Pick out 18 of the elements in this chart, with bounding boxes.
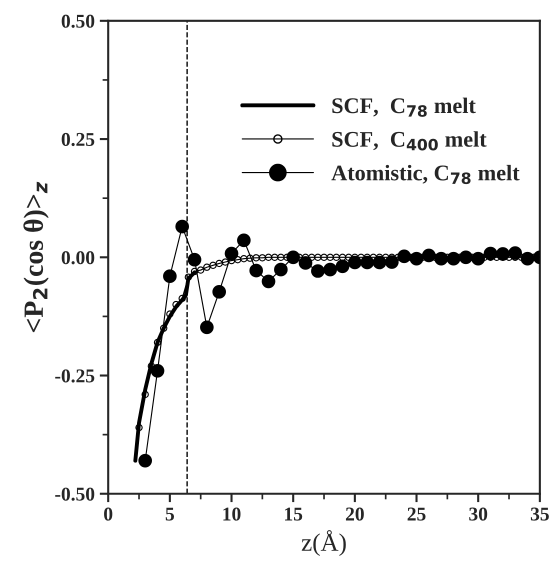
legend-label: SCF, C$_{78}$ melt [332, 98, 476, 117]
x-axis-title: z(Å) [302, 530, 346, 556]
legend-label: Atomistic, C$_{78}$ melt [331, 164, 520, 184]
x-tick-label: 5 [166, 508, 174, 521]
y-tick-label: 0.25 [62, 132, 94, 146]
y-tick-label: 0.50 [62, 14, 94, 28]
y-tick-label: -0.50 [55, 488, 94, 501]
y-axis-title: <P$_{2}$(cos θ)>$_{z}$ [23, 182, 49, 332]
x-tick-label: 20 [346, 508, 364, 521]
x-tick-label: 10 [223, 508, 241, 521]
x-tick-label: 30 [469, 508, 488, 521]
x-tick-label: 15 [285, 508, 302, 521]
x-tick-label: 25 [408, 508, 426, 521]
legend-label: SCF, C$_{400}$ melt [332, 131, 487, 150]
x-tick-label: 35 [530, 508, 549, 521]
y-tick-label: 0.00 [62, 251, 94, 264]
y-tick-label: -0.25 [55, 369, 94, 383]
x-tick-label: 0 [104, 508, 112, 521]
